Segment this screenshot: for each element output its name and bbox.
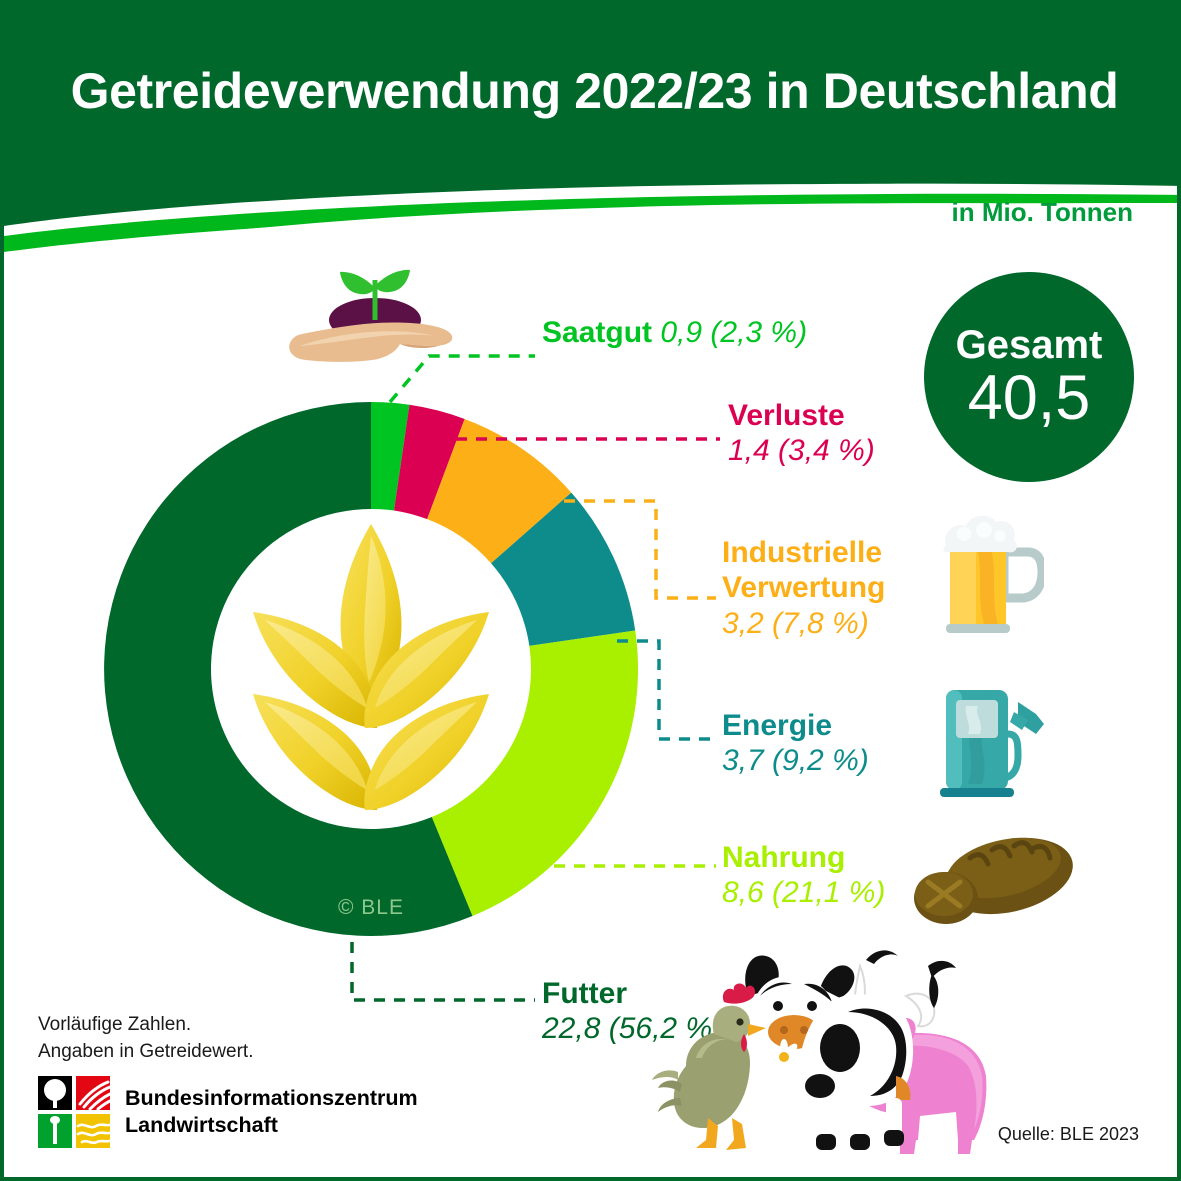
callout-nahrung-name: Nahrung bbox=[722, 841, 846, 874]
donut-chart-svg bbox=[104, 402, 638, 936]
donut-chart: © BLE bbox=[104, 402, 638, 936]
callout-industrielle-verwertung-value: 3,2 (7,8 %) bbox=[722, 606, 869, 640]
footnote: Vorläufige Zahlen. Angaben in Getreidewe… bbox=[38, 1012, 253, 1066]
total-badge: Gesamt 40,5 bbox=[924, 272, 1134, 482]
total-label: Gesamt bbox=[955, 322, 1103, 367]
ble-logo-text: Bundesinformationszentrum Landwirtschaft bbox=[125, 1085, 418, 1138]
donut-segment-industrielle-verwertung[interactable] bbox=[427, 418, 572, 564]
unit-label: in Mio. Tonnen bbox=[951, 197, 1133, 227]
chicken-icon bbox=[652, 983, 766, 1150]
callout-energie-value: 3,7 (9,2 %) bbox=[722, 744, 869, 778]
hand-seedling-icon bbox=[289, 269, 453, 362]
footnote-line-1: Vorläufige Zahlen. bbox=[38, 1014, 192, 1035]
callout-energie: Energie 3,7 (9,2 %) bbox=[722, 708, 869, 779]
beer-mug-icon bbox=[943, 515, 1044, 633]
footnote-line-2: Angaben in Getreidewert. bbox=[38, 1040, 254, 1062]
ble-logo-text-line-1: Bundesinformationszentrum bbox=[125, 1086, 418, 1111]
callout-industrielle-verwertung-name-line1: Industrielle bbox=[722, 536, 883, 569]
ble-logo: Bundesinformationszentrum Landwirtschaft bbox=[38, 1076, 418, 1148]
callout-industrielle-verwertung-name-line2: Verwertung bbox=[722, 571, 886, 605]
copyright-watermark: © BLE bbox=[337, 896, 404, 919]
cow-icon bbox=[745, 950, 956, 1150]
ble-logo-text-line-2: Landwirtschaft bbox=[125, 1113, 278, 1137]
fuel-pump-icon bbox=[940, 690, 1044, 797]
callout-verluste: Verluste 1,4 (3,4 %) bbox=[728, 398, 875, 469]
callout-industrielle-verwertung: Industrielle Verwertung 3,2 (7,8 %) bbox=[722, 535, 885, 641]
callout-nahrung-value: 8,6 (21,1 %) bbox=[722, 876, 886, 910]
callout-saatgut-value: 0,9 (2,3 %) bbox=[660, 316, 808, 349]
callout-futter-name: Futter bbox=[542, 977, 627, 1010]
callout-saatgut-name: Saatgut bbox=[542, 316, 653, 349]
callout-energie-name: Energie bbox=[722, 709, 833, 742]
donut-segment-saatgut[interactable] bbox=[371, 402, 410, 511]
source-label: Quelle: BLE 2023 bbox=[997, 1124, 1139, 1144]
donut-segment-verluste[interactable] bbox=[394, 404, 465, 520]
callout-futter: Futter 22,8 (56,2 %) bbox=[542, 976, 722, 1047]
callout-verluste-name: Verluste bbox=[728, 399, 845, 432]
callout-saatgut: Saatgut 0,9 (2,3 %) bbox=[542, 316, 807, 350]
daisy-flower-icon bbox=[766, 1039, 802, 1075]
callout-verluste-value: 1,4 (3,4 %) bbox=[728, 434, 875, 468]
page-title: Getreideverwendung 2022/23 in Deutschlan… bbox=[70, 63, 1119, 119]
bread-icon bbox=[914, 837, 1073, 924]
total-value: 40,5 bbox=[967, 362, 1091, 433]
callout-futter-value: 22,8 (56,2 %) bbox=[542, 1012, 723, 1046]
ble-logo-mark-icon bbox=[38, 1076, 110, 1148]
donut-segment-nahrung[interactable] bbox=[431, 630, 638, 917]
farm-animals-icon bbox=[652, 950, 987, 1154]
leader-line-futter bbox=[350, 942, 535, 1002]
donut-segment-futter[interactable] bbox=[104, 402, 473, 936]
callout-nahrung: Nahrung 8,6 (21,1 %) bbox=[722, 840, 885, 911]
